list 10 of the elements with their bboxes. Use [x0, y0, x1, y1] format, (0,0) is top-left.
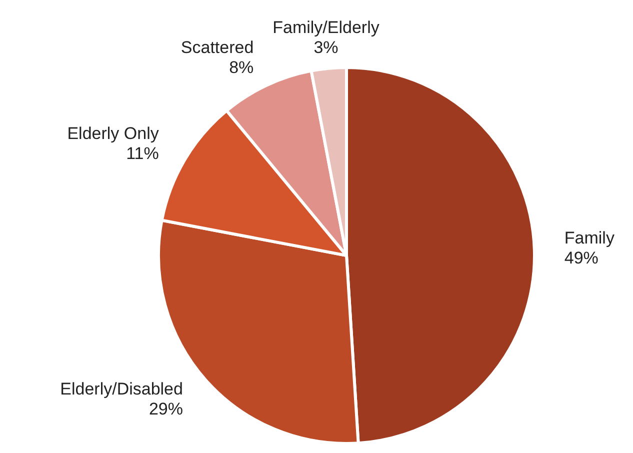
slice-label: Family/Elderly: [272, 18, 380, 38]
data-label: 8%: [229, 58, 254, 77]
slice-label: Family: [564, 228, 615, 248]
data-label: 3%: [314, 38, 338, 58]
data-label: 11%: [126, 144, 159, 164]
data-label: 49%: [564, 248, 598, 268]
data-label: 29%: [148, 399, 183, 418]
slice-label: Elderly Only: [67, 124, 160, 144]
slice-label: Elderly/Disabled: [60, 379, 183, 398]
slice-label: Scattered: [180, 38, 254, 57]
